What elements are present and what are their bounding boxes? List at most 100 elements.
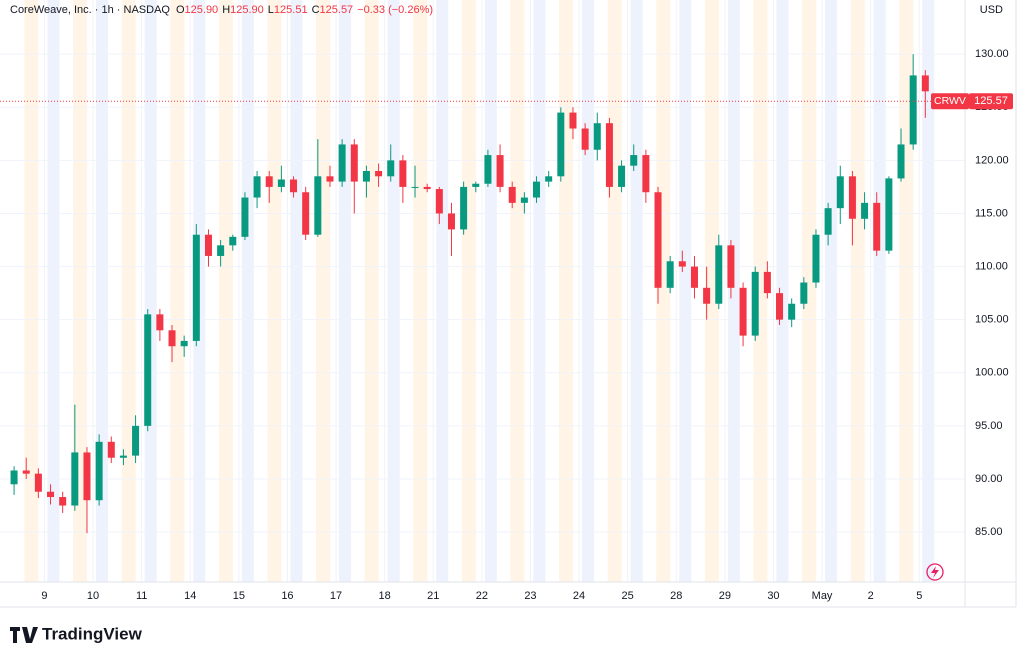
candle-body [314, 176, 322, 235]
post-market [170, 0, 185, 582]
header: CoreWeave, Inc. · 1h · NASDAQ O125.90 H125… [10, 4, 433, 16]
candle-body [423, 186, 431, 190]
post-market [316, 0, 331, 582]
candle-body [387, 160, 395, 177]
candle-body [836, 176, 844, 209]
candle-body [703, 287, 711, 304]
pre-market [727, 0, 740, 582]
x-tick-label: 25 [622, 590, 634, 602]
header-text: CoreWeave, Inc. · 1h · NASDAQ O125.90 H125… [10, 4, 433, 16]
candle-body [180, 340, 188, 347]
x-tick-label: 24 [573, 590, 585, 602]
candle-body [338, 144, 346, 182]
grid [0, 0, 965, 582]
x-tick-label: 11 [136, 590, 147, 602]
y-tick-label: 85.00 [975, 526, 1003, 538]
x-tick-label: May [812, 590, 833, 602]
pre-market [47, 0, 60, 582]
pre-market [387, 0, 400, 582]
candle-body [630, 155, 638, 166]
candle-body [909, 75, 917, 145]
event-icon[interactable] [926, 563, 944, 581]
candle-body [885, 178, 893, 251]
pre-market [339, 0, 352, 582]
candle-body [375, 170, 383, 177]
candle-body [800, 282, 808, 304]
candle-body [666, 261, 674, 288]
x-tick-label: 10 [87, 590, 99, 602]
candle-body [472, 183, 480, 187]
pre-market [582, 0, 595, 582]
candle-body [229, 236, 237, 246]
candle-body [873, 202, 881, 251]
candle-body [34, 473, 42, 492]
candle-body [59, 497, 67, 506]
logo-mark [10, 627, 38, 643]
candle-body [654, 192, 662, 288]
x-tick-label: 2 [868, 590, 874, 602]
x-tick-label: 14 [184, 590, 196, 602]
candle-body [192, 234, 200, 341]
post-market [24, 0, 39, 582]
price-tag [969, 93, 1013, 110]
pre-market [436, 0, 449, 582]
pre-market [144, 0, 157, 582]
candle-body [788, 303, 796, 320]
candle-body [824, 208, 832, 235]
candle-body [204, 234, 212, 256]
post-market [704, 0, 719, 582]
candle-body [290, 179, 298, 193]
candle-body [447, 213, 455, 230]
candle-body [581, 128, 589, 150]
header-high: 125.90 [230, 4, 264, 16]
x-tick-label: 22 [476, 590, 488, 602]
candle-body [119, 455, 127, 458]
pre-market [922, 0, 935, 582]
post-market [218, 0, 233, 582]
header-o-label: O [176, 4, 185, 16]
candle-body [350, 144, 358, 182]
candles [10, 54, 941, 534]
y-tick-label: 105.00 [975, 314, 1009, 326]
pre-market [776, 0, 789, 582]
candle-body [362, 170, 370, 182]
header-close: 125.57 [320, 4, 354, 16]
post-market [510, 0, 525, 582]
candle-body [618, 165, 626, 187]
candle-body [326, 176, 334, 182]
candle-body [727, 245, 735, 288]
post-market [413, 0, 428, 582]
pre-market [241, 0, 254, 582]
x-tick-label: 5 [916, 590, 922, 602]
candle-body [593, 123, 601, 150]
header-symbol: CoreWeave, Inc. · 1h · NASDAQ [10, 4, 170, 16]
candle-body [812, 234, 820, 283]
x-tick-label: 29 [719, 590, 731, 602]
candle-body [217, 245, 225, 256]
candle-body [545, 176, 553, 182]
header-l-label: L [268, 4, 274, 16]
price-tag-label: 125.57 [974, 95, 1008, 107]
candle-body [496, 155, 504, 187]
candle-body [10, 470, 18, 485]
pre-market [533, 0, 546, 582]
candle-body [435, 189, 443, 214]
candle-body [569, 112, 577, 129]
candle-body [156, 314, 164, 331]
post-market [559, 0, 574, 582]
candle-body [678, 261, 686, 267]
candle-body [241, 197, 249, 237]
post-market [850, 0, 865, 582]
post-market [121, 0, 136, 582]
header-c-label: C [312, 4, 320, 16]
candle-body [921, 75, 929, 92]
candle-body [484, 155, 492, 184]
y-tick-label: 110.00 [975, 260, 1008, 272]
x-tick-label: 16 [281, 590, 293, 602]
x-tick-label: 23 [524, 590, 536, 602]
y-tick-label: 120.00 [975, 154, 1009, 166]
header-low: 125.51 [274, 4, 308, 16]
x-tick-label: 17 [330, 590, 342, 602]
candle-body [107, 441, 115, 458]
y-tick-label: 115.00 [975, 207, 1008, 219]
